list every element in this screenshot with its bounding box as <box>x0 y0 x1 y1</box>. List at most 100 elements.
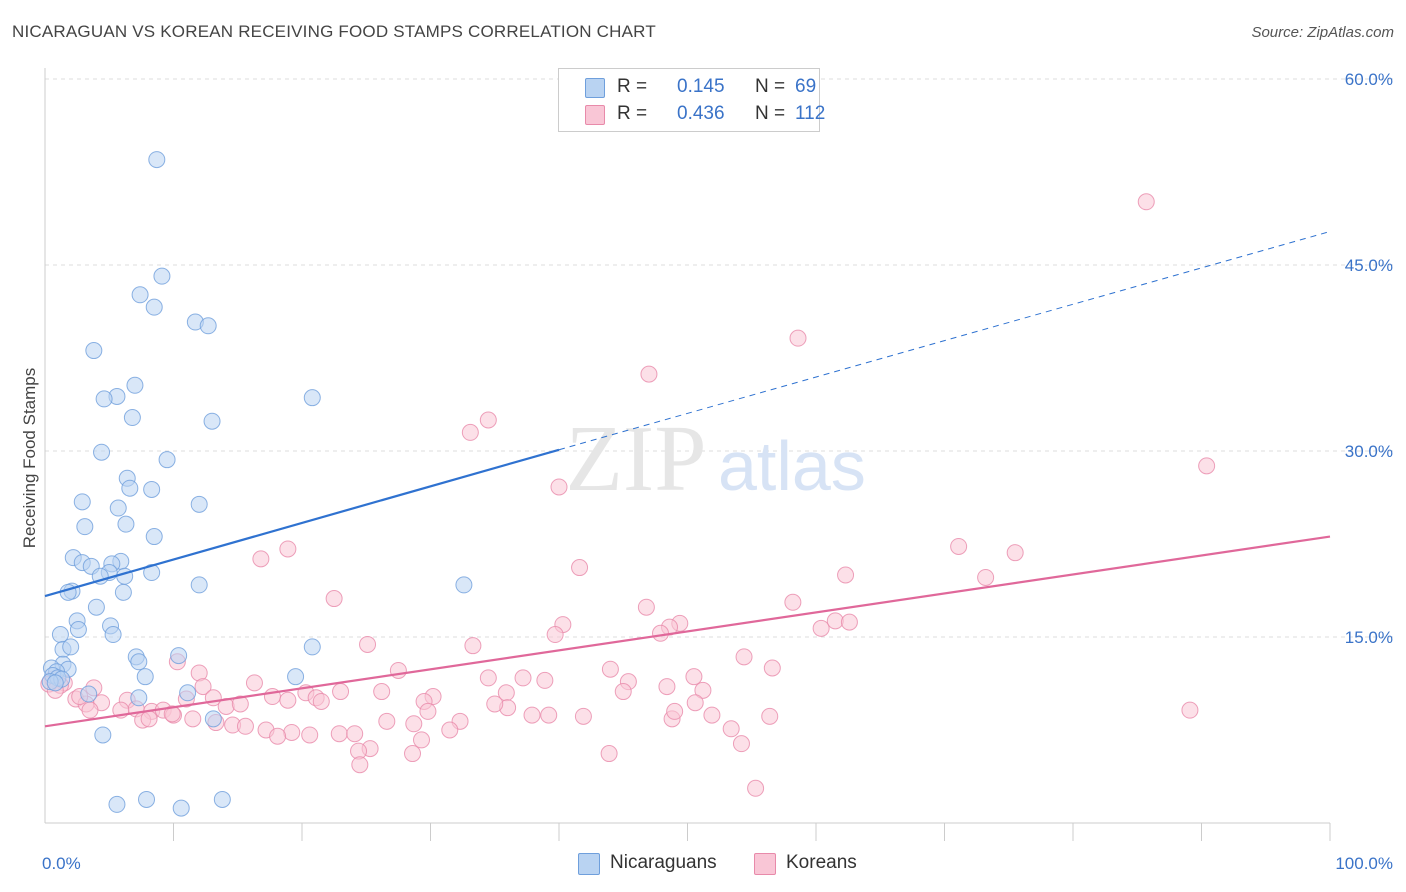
nicaraguans-point <box>145 298 163 316</box>
koreans-point <box>694 681 712 699</box>
koreans-point <box>486 695 504 713</box>
nicaraguans-trend-line <box>44 448 560 598</box>
legend-r-value: 0.145 <box>677 76 725 97</box>
koreans-point <box>236 717 254 735</box>
koreans-point <box>325 590 343 608</box>
koreans-point <box>514 669 532 687</box>
koreans-point <box>747 779 765 797</box>
nicaraguans-point <box>190 495 208 513</box>
koreans-point <box>441 721 459 739</box>
nicaraguans-point <box>123 409 141 427</box>
koreans-point <box>163 705 181 723</box>
legend-swatch-koreans <box>585 105 605 125</box>
nicaraguans-point <box>136 668 154 686</box>
koreans-point <box>601 660 619 678</box>
koreans-point <box>637 598 655 616</box>
koreans-point <box>685 668 703 686</box>
koreans-point <box>840 613 858 631</box>
legend-r-label: R = <box>617 103 648 124</box>
y-axis-label: Receiving Food Stamps <box>20 368 39 548</box>
koreans-point <box>245 674 263 692</box>
nicaraguans-point <box>130 689 148 707</box>
koreans-point <box>666 702 684 720</box>
nicaraguans-point <box>143 480 161 498</box>
nicaraguans-point <box>73 493 91 511</box>
koreans-point <box>837 566 855 584</box>
koreans-point <box>279 691 297 709</box>
nicaraguans-point <box>303 389 321 407</box>
koreans-point <box>405 715 423 733</box>
nicaraguans-point <box>46 674 64 692</box>
nicaraguans-point <box>109 499 127 517</box>
legend-r-value: 0.436 <box>677 103 725 124</box>
correlation-legend: R = 0.145 N = 69 R = 0.436 N = 112 <box>558 68 825 132</box>
koreans-point <box>658 678 676 696</box>
koreans-point <box>140 710 158 728</box>
koreans-point <box>378 712 396 730</box>
watermark-atlas: atlas <box>718 427 866 505</box>
koreans-point <box>540 706 558 724</box>
nicaraguans-point <box>114 583 132 601</box>
koreans-point <box>977 568 995 586</box>
koreans-point <box>184 710 202 728</box>
koreans-point <box>1137 193 1155 211</box>
source-label: Source: ZipAtlas.com <box>1251 24 1394 41</box>
koreans-point <box>574 707 592 725</box>
koreans-point <box>479 669 497 687</box>
koreans-point <box>735 648 753 666</box>
koreans-point <box>1181 701 1199 719</box>
nicaraguans-point <box>172 799 190 817</box>
koreans-trend-line <box>44 535 1331 728</box>
legend-n-label: N = <box>755 103 786 124</box>
nicaraguans-point <box>108 795 126 813</box>
nicaraguans-trend-extension <box>558 231 1331 451</box>
koreans-point <box>359 635 377 653</box>
y-tick-label: 45.0% <box>1345 256 1393 275</box>
koreans-point <box>351 756 369 774</box>
nicaraguans-point <box>287 668 305 686</box>
nicaraguans-point <box>87 598 105 616</box>
nicaraguans-point <box>130 653 148 671</box>
koreans-point <box>652 624 670 642</box>
legend-n-value: 69 <box>795 76 817 97</box>
nicaraguans-point <box>199 317 217 335</box>
koreans-point <box>789 329 807 347</box>
koreans-point <box>413 731 431 749</box>
koreans-point <box>252 550 270 568</box>
nicaraguans-point <box>117 515 135 533</box>
koreans-point <box>812 619 830 637</box>
nicaraguans-point <box>303 638 321 656</box>
koreans-point <box>332 683 350 701</box>
koreans-point <box>373 683 391 701</box>
bottom-legend-label: Koreans <box>786 852 857 873</box>
koreans-point <box>1006 544 1024 562</box>
koreans-point <box>523 706 541 724</box>
koreans-point <box>536 671 554 689</box>
nicaraguans-point <box>204 710 222 728</box>
nicaraguans-point <box>153 267 171 285</box>
koreans-point <box>784 593 802 611</box>
koreans-point <box>761 707 779 725</box>
koreans-point <box>283 723 301 741</box>
watermark: ZIP atlas <box>566 407 866 511</box>
nicaraguans-point <box>93 443 111 461</box>
x-tick-label: 100.0% <box>1335 854 1393 873</box>
koreans-point <box>571 559 589 577</box>
grid-layer <box>45 78 1394 638</box>
nicaraguans-point <box>116 567 134 585</box>
koreans-point <box>479 411 497 429</box>
nicaraguans-point <box>131 286 149 304</box>
koreans-point <box>722 720 740 738</box>
koreans-point <box>269 727 287 745</box>
y-tick-label: 15.0% <box>1345 628 1393 647</box>
x-tick-label: 0.0% <box>42 854 81 873</box>
trend-layer <box>44 231 1331 728</box>
watermark-zip: ZIP <box>566 407 707 511</box>
nicaraguans-point <box>213 790 231 808</box>
nicaraguans-point <box>179 684 197 702</box>
legend-swatch-nicaraguans <box>585 78 605 98</box>
koreans-point <box>703 706 721 724</box>
koreans-point <box>419 702 437 720</box>
koreans-point <box>950 537 968 555</box>
